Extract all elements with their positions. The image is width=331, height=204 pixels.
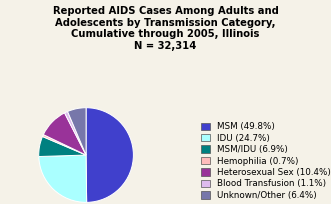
Wedge shape: [68, 108, 86, 155]
Wedge shape: [65, 112, 86, 155]
Wedge shape: [39, 155, 87, 202]
Wedge shape: [39, 136, 86, 156]
Wedge shape: [43, 113, 86, 155]
Wedge shape: [86, 108, 133, 202]
Legend: MSM (49.8%), IDU (24.7%), MSM/IDU (6.9%), Hemophilia (0.7%), Heterosexual Sex (1: MSM (49.8%), IDU (24.7%), MSM/IDU (6.9%)…: [201, 122, 331, 200]
Text: Reported AIDS Cases Among Adults and
Adolescents by Transmission Category,
Cumul: Reported AIDS Cases Among Adults and Ado…: [53, 6, 278, 51]
Wedge shape: [42, 135, 86, 155]
